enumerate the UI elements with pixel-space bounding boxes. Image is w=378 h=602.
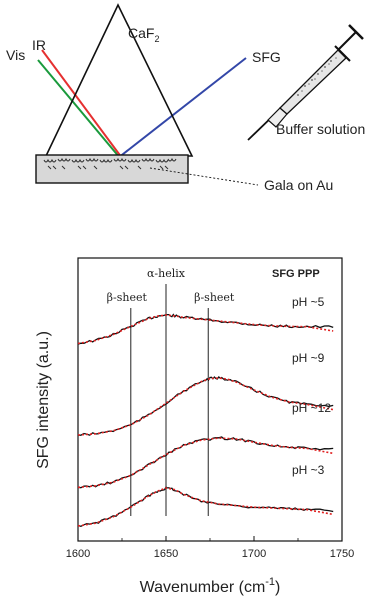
caf2-prism <box>44 3 194 157</box>
x-axis-label: Wavenumber (cm-1) <box>140 576 281 596</box>
y-axis-label: SFG intensity (a.u.) <box>35 331 52 469</box>
band-marker-label: β-sheet <box>107 291 148 304</box>
peptide-layer <box>43 157 177 170</box>
sfg-label: SFG <box>252 49 281 65</box>
spectrum-fit <box>77 314 334 345</box>
x-tick-label: 1600 <box>66 548 90 560</box>
spectrum-fit <box>77 377 334 436</box>
band-marker-label: α-helix <box>147 267 186 280</box>
chart-title: SFG PPP <box>272 268 320 280</box>
sample-label: Gala on Au <box>264 177 333 193</box>
vis-label: Vis <box>6 47 25 63</box>
spectrum-fit <box>77 437 334 489</box>
x-tick-label: 1750 <box>330 548 354 560</box>
ir-label: IR <box>32 37 46 53</box>
ir-beam <box>41 49 123 159</box>
sfg-beam <box>117 57 247 159</box>
series-label: pH ~5 <box>292 295 325 309</box>
series-label: pH ~3 <box>292 463 325 477</box>
band-marker-label: β-sheet <box>194 291 235 304</box>
x-tick-label: 1700 <box>242 548 266 560</box>
prism-label: CaF2 <box>128 25 159 44</box>
x-tick-label: 1650 <box>154 548 178 560</box>
spectrum-fit <box>77 487 334 527</box>
buffer-label: Buffer solution <box>276 121 365 137</box>
spectra-chart: β-sheet α-helix β-sheet pH ~5 pH ~9 pH ~12 pH… <box>35 257 354 596</box>
series-label: pH ~9 <box>292 351 325 365</box>
syringe <box>247 24 364 141</box>
schematic: CaF2 Vis IR SFG Buffer solution Gala on … <box>6 3 365 193</box>
vis-beam <box>37 59 121 159</box>
spectrum-trace <box>77 486 334 527</box>
series-label: pH ~12 <box>292 401 331 415</box>
gold-substrate <box>35 154 189 184</box>
